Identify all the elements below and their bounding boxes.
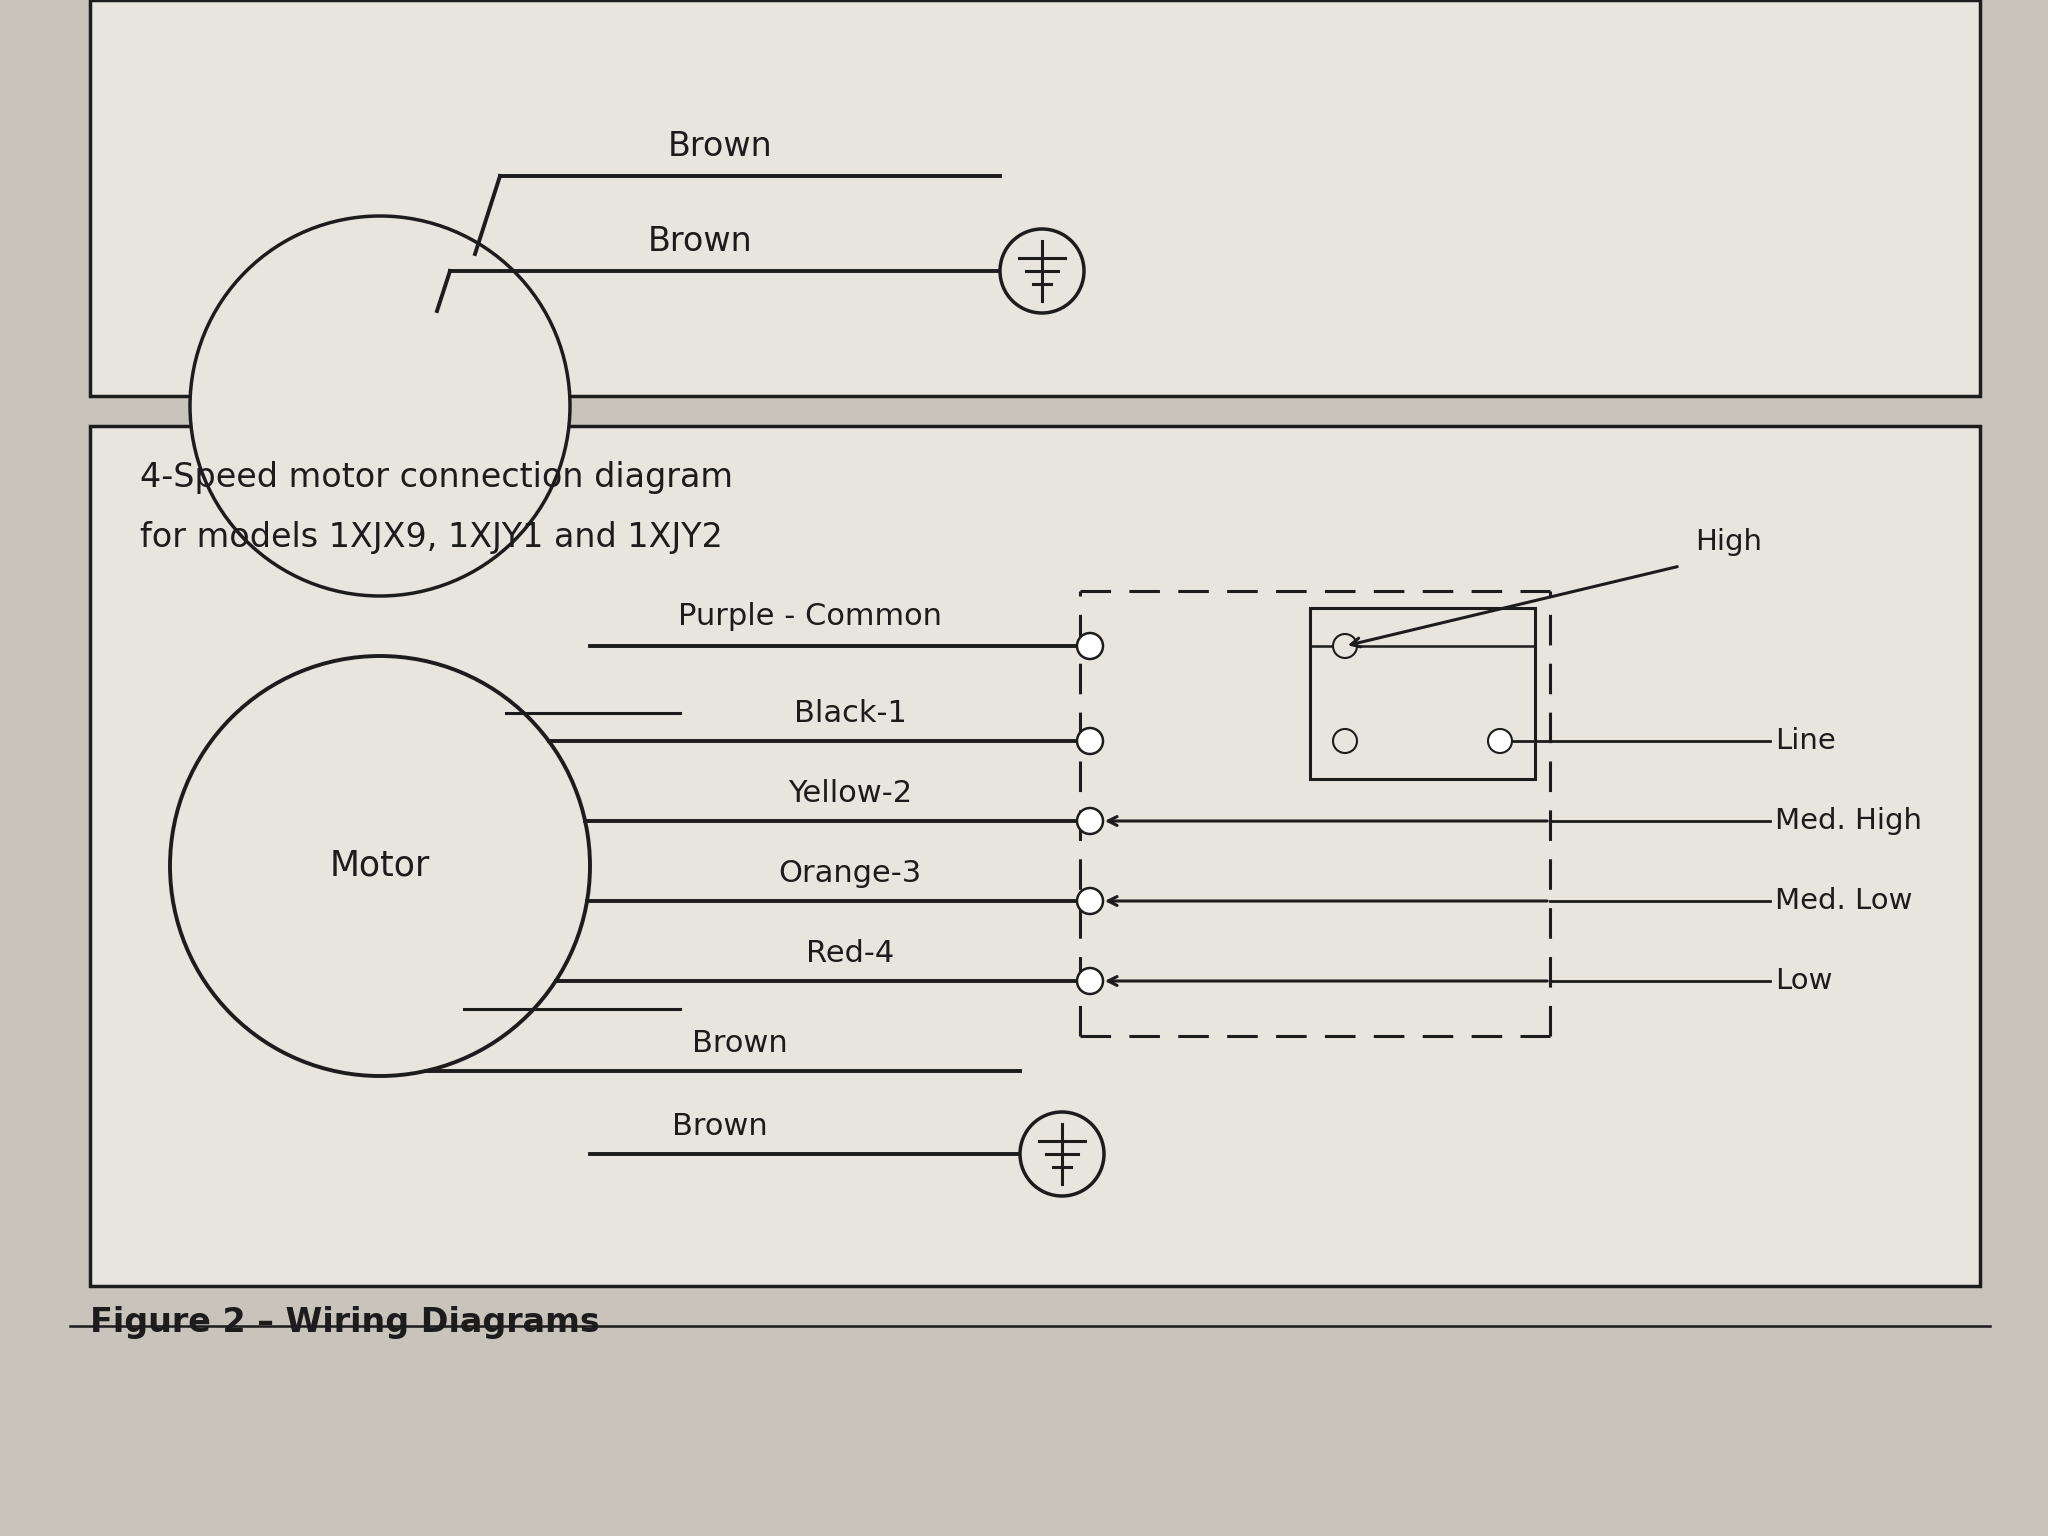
Bar bbox=[90, 0, 1980, 396]
Text: Orange-3: Orange-3 bbox=[778, 859, 922, 888]
Circle shape bbox=[1333, 634, 1358, 657]
Circle shape bbox=[1489, 730, 1511, 753]
Circle shape bbox=[1077, 888, 1104, 914]
Text: Brown: Brown bbox=[647, 224, 752, 258]
Bar bbox=[90, 425, 1980, 1286]
Circle shape bbox=[1333, 730, 1358, 753]
Text: Brown: Brown bbox=[668, 131, 772, 163]
Circle shape bbox=[999, 229, 1083, 313]
Text: Low: Low bbox=[1776, 968, 1833, 995]
Text: 4-Speed motor connection diagram: 4-Speed motor connection diagram bbox=[139, 461, 733, 495]
Text: Yellow-2: Yellow-2 bbox=[788, 779, 911, 808]
Text: Brown: Brown bbox=[672, 1112, 768, 1141]
Text: Line: Line bbox=[1776, 727, 1835, 756]
Text: Red-4: Red-4 bbox=[805, 938, 895, 968]
Text: Med. Low: Med. Low bbox=[1776, 886, 1913, 915]
Text: Black-1: Black-1 bbox=[793, 699, 907, 728]
Text: Brown: Brown bbox=[692, 1029, 788, 1058]
Circle shape bbox=[170, 656, 590, 1077]
Circle shape bbox=[1077, 968, 1104, 994]
Text: Figure 2 – Wiring Diagrams: Figure 2 – Wiring Diagrams bbox=[90, 1306, 600, 1339]
Circle shape bbox=[1020, 1112, 1104, 1197]
Text: for models 1XJX9, 1XJY1 and 1XJY2: for models 1XJX9, 1XJY1 and 1XJY2 bbox=[139, 521, 723, 554]
Text: Purple - Common: Purple - Common bbox=[678, 602, 942, 631]
Bar bbox=[1311, 608, 1536, 779]
Text: Motor: Motor bbox=[330, 849, 430, 883]
Circle shape bbox=[1077, 808, 1104, 834]
Circle shape bbox=[1077, 633, 1104, 659]
Text: Med. High: Med. High bbox=[1776, 806, 1921, 836]
Circle shape bbox=[190, 217, 569, 596]
Circle shape bbox=[1077, 728, 1104, 754]
Text: High: High bbox=[1696, 528, 1761, 556]
